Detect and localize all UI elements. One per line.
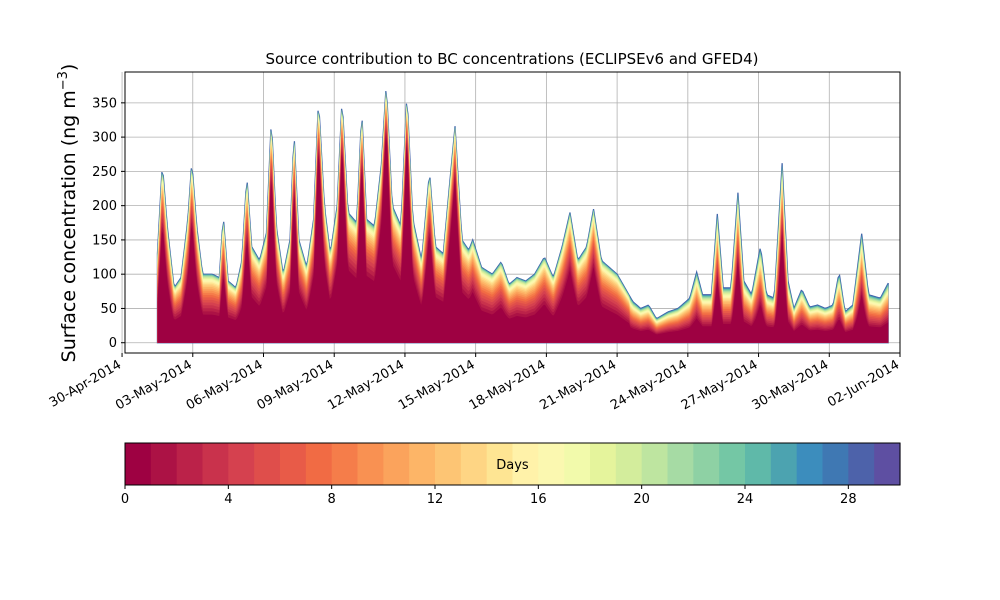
colorbar-swatch: [409, 443, 436, 485]
colorbar-swatch: [435, 443, 462, 485]
colorbar-tick-label: 28: [840, 492, 857, 507]
colorbar-swatch: [280, 443, 307, 485]
colorbar-swatch: [202, 443, 229, 485]
colorbar-swatch: [357, 443, 384, 485]
y-tick-label: 0: [109, 336, 117, 351]
colorbar-tick-label: 16: [530, 492, 547, 507]
colorbar-swatch: [822, 443, 849, 485]
colorbar-tick-label: 20: [633, 492, 650, 507]
colorbar-swatch: [125, 443, 152, 485]
colorbar-swatch: [745, 443, 772, 485]
colorbar-swatch: [176, 443, 204, 485]
colorbar-swatch: [848, 443, 875, 485]
colorbar-swatch: [770, 443, 798, 485]
y-tick-label: 350: [92, 96, 117, 111]
svg-text:Surface concentration (ng m−3): Surface concentration (ng m−3): [56, 64, 80, 363]
y-axis-label-exponent: −3: [56, 71, 71, 90]
y-tick-label: 200: [92, 199, 117, 214]
colorbar-swatch: [590, 443, 617, 485]
chart-title: Source contribution to BC concentrations…: [265, 50, 758, 68]
colorbar-tick-label: 24: [737, 492, 754, 507]
y-tick-label: 250: [92, 165, 117, 180]
colorbar-swatch: [615, 443, 643, 485]
colorbar-swatch: [667, 443, 694, 485]
y-tick-label: 300: [92, 131, 117, 146]
colorbar-swatch: [228, 443, 255, 485]
colorbar-tick-label: 8: [328, 492, 336, 507]
colorbar-swatch: [150, 443, 178, 485]
colorbar-swatch: [460, 443, 488, 485]
colorbar-swatch: [796, 443, 824, 485]
colorbar-swatch: [538, 443, 565, 485]
colorbar-tick-label: 0: [121, 492, 129, 507]
colorbar-swatch: [486, 443, 514, 485]
y-tick-label: 50: [100, 302, 117, 317]
plot-frame: [124, 71, 901, 354]
colorbar-tick-label: 12: [427, 492, 444, 507]
colorbar-swatch: [719, 443, 746, 485]
y-tick-label: 150: [92, 233, 117, 248]
colorbar-frame: [124, 442, 901, 486]
colorbar-tick-label: 4: [224, 492, 232, 507]
colorbar-swatch: [874, 443, 901, 485]
y-tick-label: 100: [92, 268, 117, 283]
stacked-area-series: [156, 91, 889, 344]
colorbar-label: Days: [496, 458, 529, 473]
colorbar-swatch: [641, 443, 669, 485]
area-layer-day-0: [157, 135, 889, 343]
y-axis-label-close: ): [58, 64, 80, 71]
y-axis-label-text: Surface concentration (ng m: [58, 90, 80, 362]
colorbar-swatch: [331, 443, 359, 485]
colorbar-swatch: [254, 443, 281, 485]
colorbar-swatch: [564, 443, 591, 485]
y-axis-label: Surface concentration (ng m−3): [56, 64, 80, 363]
colorbar-swatch: [693, 443, 720, 485]
colorbar-swatch: [512, 443, 539, 485]
colorbar: 0 4 8 12 16 20 24 28 Days: [121, 442, 901, 507]
colorbar-swatch: [305, 443, 333, 485]
y-axis: 0 50 100 150 200 250 300 350: [92, 96, 125, 351]
colorbar-swatch: [383, 443, 410, 485]
